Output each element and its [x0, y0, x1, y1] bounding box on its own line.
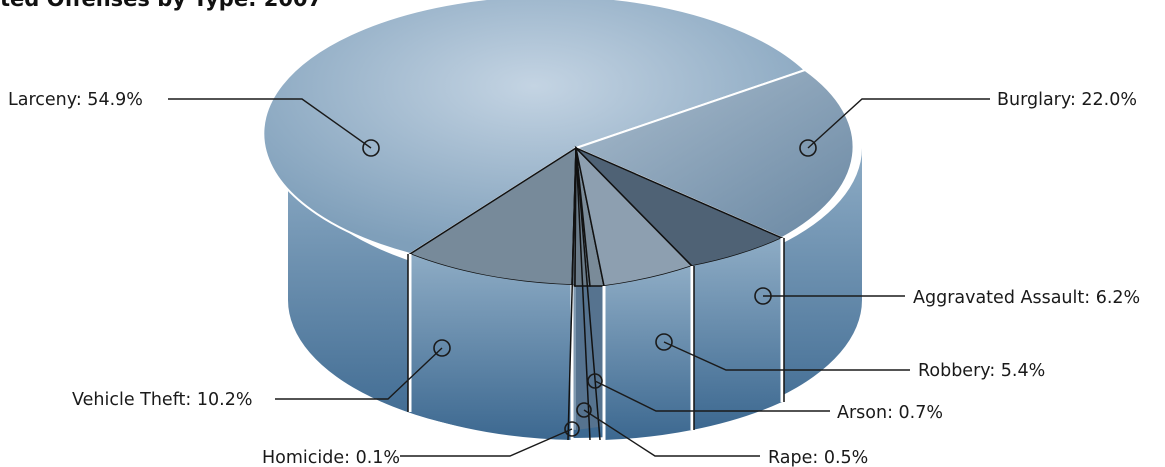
leader-homicide: [400, 428, 573, 457]
leader-arson: [594, 380, 830, 412]
label-vehicle-theft: Vehicle Theft: 10.2%: [72, 390, 252, 410]
chart-title: ted Offenses by Type: 2007: [0, 0, 322, 11]
slice-labels: Larceny: 54.9% Burglary: 22.0% Aggravate…: [8, 90, 1140, 467]
leader-rape: [583, 409, 760, 457]
slice-vehicle-theft: [408, 146, 577, 286]
label-aggravated-assault: Aggravated Assault: 6.2%: [913, 288, 1140, 308]
slice-burglary: [573, 68, 855, 240]
label-larceny: Larceny: 54.9%: [8, 90, 143, 110]
label-arson: Arson: 0.7%: [837, 403, 943, 423]
leader-robbery: [663, 341, 910, 371]
slice-markers: [362, 139, 817, 437]
marker-aggravated-assault: [754, 287, 772, 305]
label-robbery: Robbery: 5.4%: [918, 361, 1045, 381]
leader-lines: [168, 98, 990, 457]
slice-front-vehicle-theft: [410, 254, 572, 440]
leader-burglary: [807, 98, 990, 149]
marker-larceny: [362, 139, 380, 157]
marker-arson: [587, 373, 603, 389]
marker-burglary: [799, 139, 817, 157]
slice-larceny: [262, 0, 807, 256]
label-homicide: Homicide: 0.1%: [262, 448, 400, 467]
label-rape: Rape: 0.5%: [768, 448, 868, 467]
leader-vehicle-theft: [275, 347, 443, 400]
label-burglary: Burglary: 22.0%: [997, 90, 1137, 110]
marker-robbery: [655, 333, 673, 351]
slice-front-robbery: [604, 266, 692, 440]
marker-vehicle-theft: [433, 339, 451, 357]
marker-rape: [576, 402, 592, 418]
slice-front-aggravated-assault: [692, 238, 782, 430]
slice-separators-dark: [407, 147, 785, 441]
leader-larceny: [168, 98, 372, 149]
marker-homicide: [564, 421, 580, 437]
